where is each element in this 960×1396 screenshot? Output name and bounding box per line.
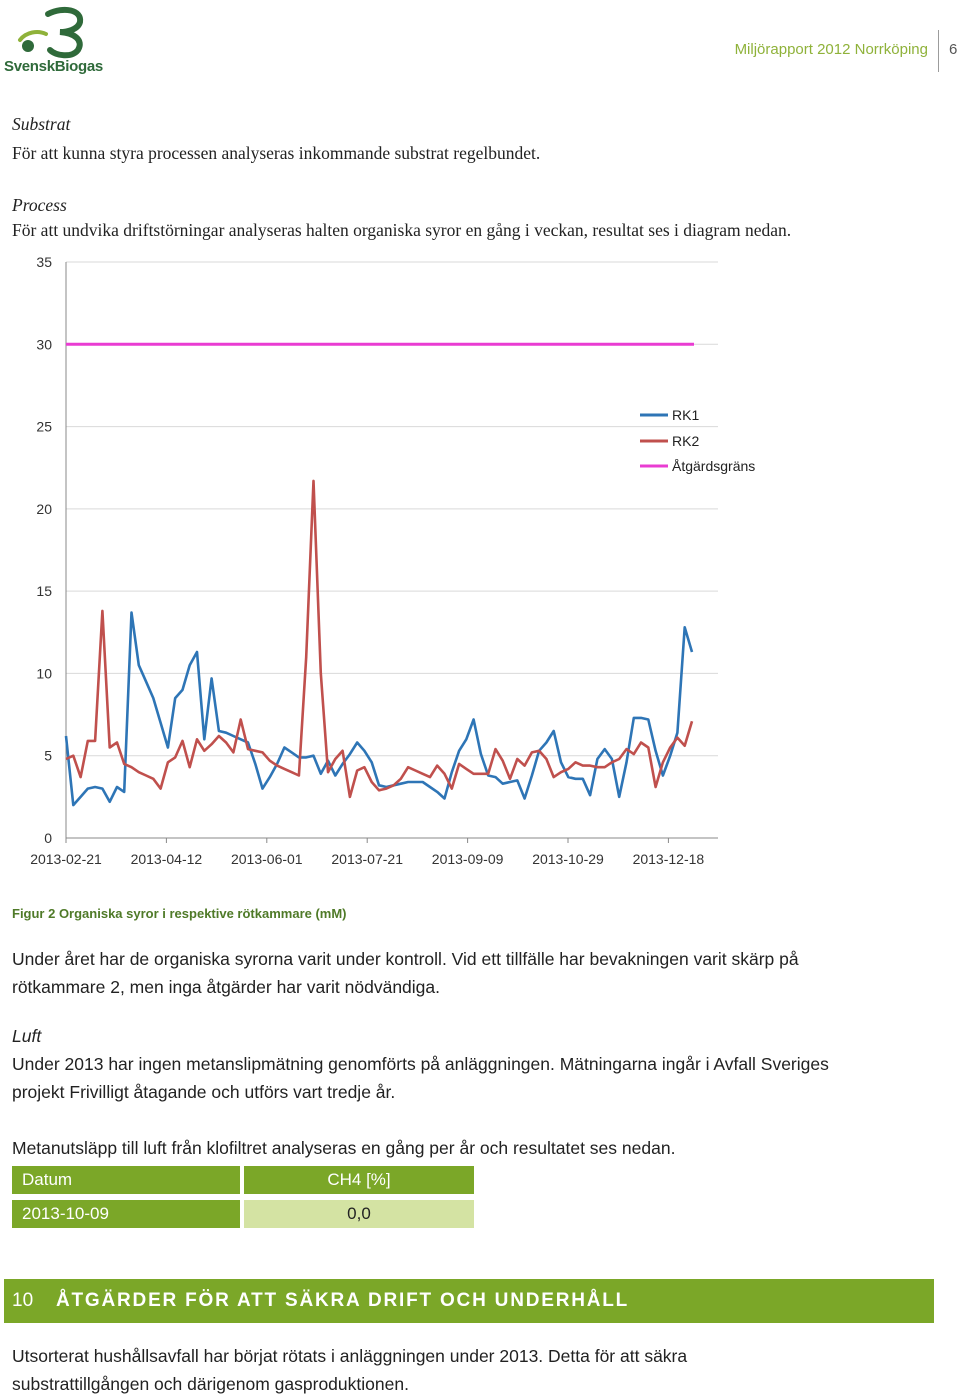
y-tick-label: 30: [36, 336, 52, 352]
process-text: För att undvika driftstörningar analyser…: [12, 220, 792, 240]
section-title: ÅTGÄRDER FÖR ATT SÄKRA DRIFT OCH UNDERHÅ…: [56, 1290, 630, 1311]
svenskbiogas-logo: [4, 2, 104, 80]
series-line-rk2: [65, 479, 694, 799]
section-number: 10: [12, 1290, 34, 1311]
y-tick-label: 10: [36, 665, 52, 681]
x-tick-label: 2013-12-18: [633, 851, 705, 867]
paragraph-line-2: rötkammare 2, men inga åtgärder har vari…: [12, 977, 441, 997]
substrat-text: För att kunna styra processen analyseras…: [12, 143, 541, 163]
y-tick-label: 15: [36, 583, 52, 599]
x-tick-label: 2013-09-09: [432, 851, 504, 867]
x-tick-label: 2013-06-01: [231, 851, 303, 867]
figure-caption: Figur 2 Organiska syror i respektive röt…: [12, 906, 347, 921]
x-tick-label: 2013-10-29: [532, 851, 604, 867]
report-title: Miljörapport 2012 Norrköping: [734, 41, 928, 58]
metan-text: Metanutsläpp till luft från klofiltret a…: [12, 1138, 676, 1158]
table-header-datum: Datum: [12, 1166, 240, 1194]
legend-label: RK1: [672, 407, 699, 423]
y-tick-label: 35: [36, 254, 52, 270]
y-tick-label: 0: [44, 830, 52, 846]
table-cell-date: 2013-10-09: [12, 1200, 240, 1228]
process-heading: Process: [12, 195, 67, 215]
y-tick-label: 5: [44, 748, 52, 764]
logo-wordmark: SvenskBiogas: [4, 58, 103, 75]
luft-line-1: Under 2013 har ingen metanslipmätning ge…: [12, 1054, 829, 1074]
legend-label: Åtgärdsgräns: [672, 458, 755, 474]
organic-acids-chart: 0 5 10 15 20 25 30 35 2013-02-21 2013-04-12 2013-0…: [30, 254, 755, 867]
series-line-rk1: [64, 611, 694, 807]
luft-heading: Luft: [12, 1026, 42, 1046]
closing-line-2: substrattillgången och därigenom gasprod…: [12, 1374, 409, 1394]
substrat-heading: Substrat: [12, 114, 71, 134]
page-number: 6: [949, 41, 958, 58]
closing-line-1: Utsorterat hushållsavfall har börjat röt…: [12, 1346, 688, 1366]
section-heading-bar: 10 ÅTGÄRDER FÖR ATT SÄKRA DRIFT OCH UNDE…: [4, 1279, 934, 1323]
x-tick-label: 2013-04-12: [131, 851, 203, 867]
header-divider: [938, 30, 939, 72]
table-header-ch4: CH4 [%]: [244, 1166, 474, 1194]
luft-line-2: projekt Frivilligt åtagande och utförs v…: [12, 1082, 396, 1102]
table-cell-value: 0,0: [244, 1200, 474, 1228]
y-tick-label: 25: [36, 419, 52, 435]
legend-label: RK2: [672, 433, 699, 449]
x-tick-label: 2013-02-21: [30, 851, 102, 867]
paragraph-line-1: Under året har de organiska syrorna vari…: [12, 949, 799, 969]
x-tick-label: 2013-07-21: [331, 851, 403, 867]
y-tick-label: 20: [36, 501, 52, 517]
